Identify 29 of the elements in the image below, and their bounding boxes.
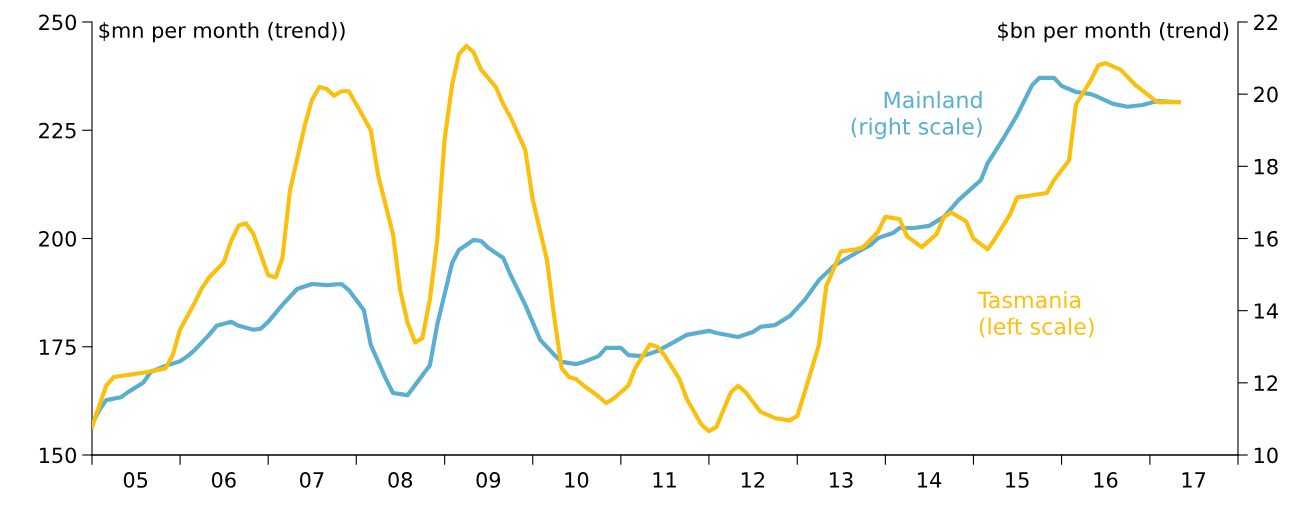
x-tick-label: 08 <box>388 472 413 488</box>
x-tick-label: 12 <box>741 472 765 488</box>
y2-tick-label: 22 <box>1254 14 1278 30</box>
y-axis-title: $mn per month (trend)) <box>99 22 345 43</box>
y2-axis-title: $bn per month (trend) <box>998 22 1229 43</box>
x-tick-label: 07 <box>300 472 324 488</box>
y2-tick-label: 12 <box>1254 375 1278 391</box>
series-label: Tasmania (left scale) <box>977 291 1094 338</box>
x-tick-label: 15 <box>1006 472 1029 488</box>
y-tick-label: 250 <box>39 14 77 31</box>
y2-tick-label: 16 <box>1254 230 1278 247</box>
x-tick-label: 10 <box>565 472 589 488</box>
x-tick-label: 14 <box>918 472 942 488</box>
y-tick-label: 175 <box>39 339 76 355</box>
x-tick-label: 16 <box>1094 472 1118 488</box>
y2-tick-label: 10 <box>1254 447 1278 464</box>
x-tick-label: 05 <box>123 472 148 488</box>
y-tick-label: 225 <box>39 122 76 139</box>
x-tick-label: 11 <box>653 472 676 488</box>
x-tick-label: 17 <box>1182 472 1206 488</box>
y2-tick-label: 14 <box>1254 303 1278 319</box>
series-label: Mainland (right scale) <box>851 91 982 140</box>
y-tick-label: 200 <box>39 230 77 247</box>
x-tick-label: 09 <box>476 472 501 488</box>
y2-tick-label: 20 <box>1254 86 1278 103</box>
y-tick-label: 150 <box>39 447 77 464</box>
x-tick-label: 13 <box>829 472 853 488</box>
x-tick-label: 06 <box>211 472 236 488</box>
y2-tick-label: 18 <box>1254 158 1278 175</box>
